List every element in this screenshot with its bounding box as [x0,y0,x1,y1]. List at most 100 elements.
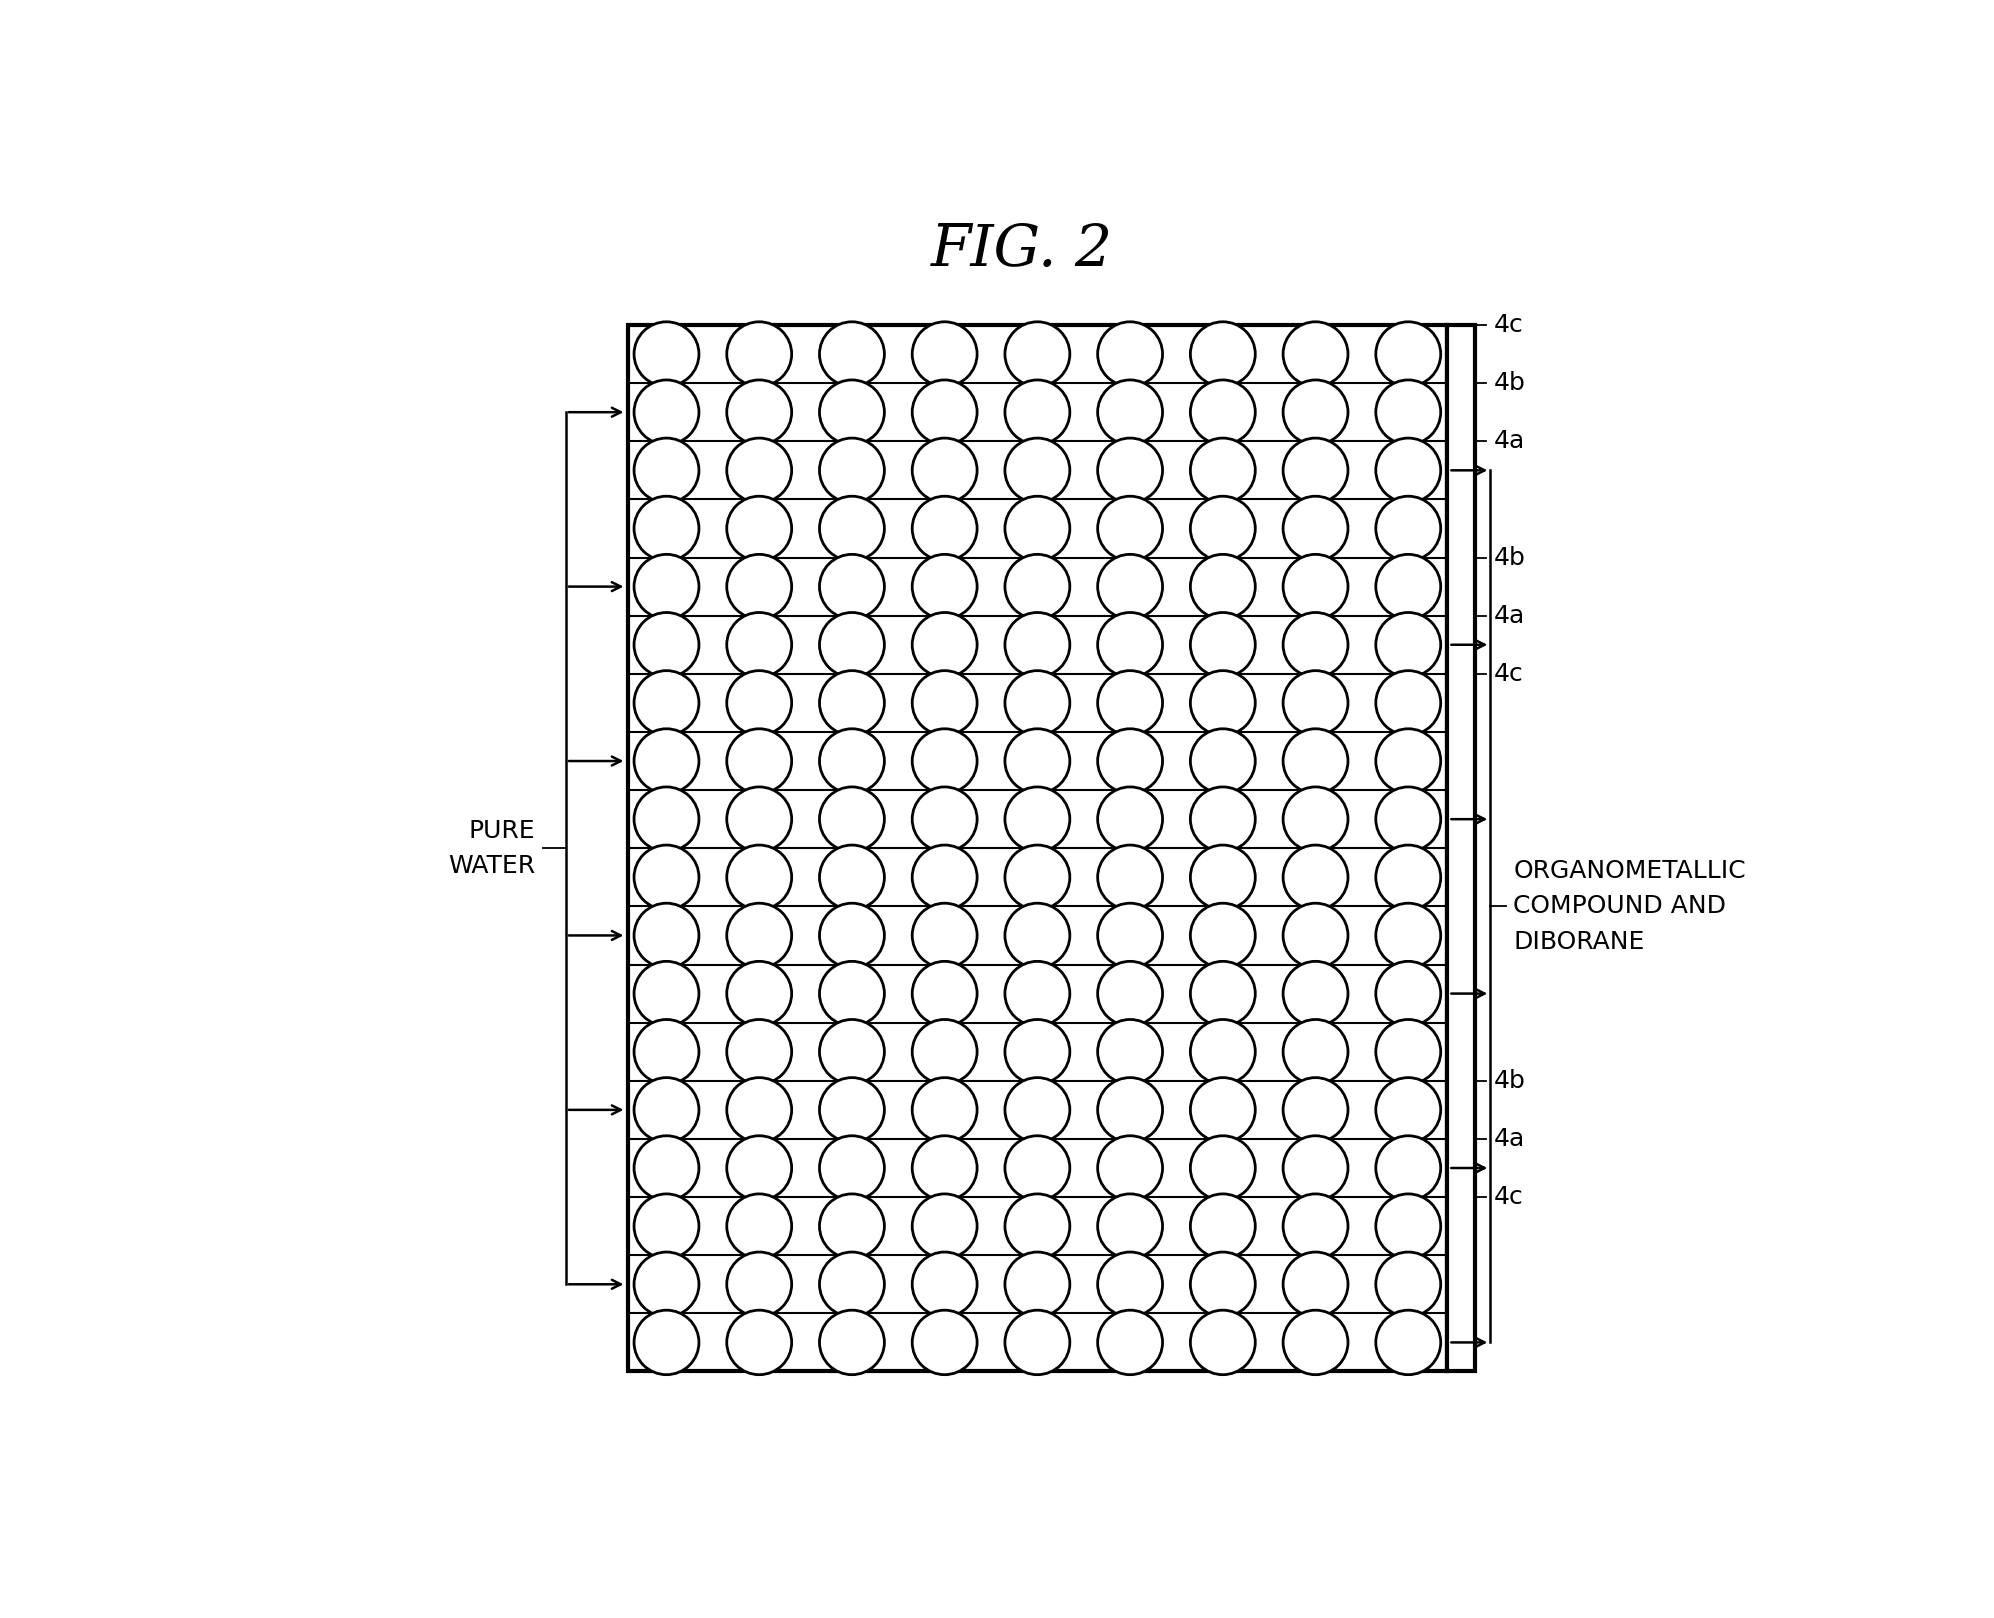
Ellipse shape [911,380,977,445]
Ellipse shape [820,728,885,793]
Ellipse shape [1282,1311,1348,1375]
Ellipse shape [726,1311,792,1375]
Ellipse shape [634,903,700,968]
Ellipse shape [911,961,977,1026]
Text: 4a: 4a [1494,1128,1525,1150]
Ellipse shape [1005,1194,1071,1259]
Ellipse shape [726,613,792,676]
Ellipse shape [634,961,700,1026]
Text: 4c: 4c [1494,312,1523,337]
Bar [628,325,1448,1372]
Ellipse shape [634,438,700,503]
Ellipse shape [1282,438,1348,503]
Ellipse shape [1282,1252,1348,1317]
Ellipse shape [911,670,977,735]
Ellipse shape [911,1194,977,1259]
Ellipse shape [911,1019,977,1084]
Ellipse shape [1282,322,1348,387]
Ellipse shape [1190,1136,1256,1201]
Ellipse shape [1097,786,1163,851]
Ellipse shape [1005,728,1071,793]
Ellipse shape [1376,670,1442,735]
Ellipse shape [911,845,977,909]
Ellipse shape [1097,555,1163,618]
Ellipse shape [820,613,885,676]
Ellipse shape [1376,613,1442,676]
Ellipse shape [1190,786,1256,851]
Ellipse shape [1005,438,1071,503]
Ellipse shape [911,1078,977,1142]
Ellipse shape [1190,1252,1256,1317]
Ellipse shape [1097,1136,1163,1201]
Ellipse shape [1005,903,1071,968]
Ellipse shape [1376,1194,1442,1259]
Ellipse shape [634,1019,700,1084]
Ellipse shape [1282,728,1348,793]
Ellipse shape [1376,1252,1442,1317]
Ellipse shape [1376,786,1442,851]
Ellipse shape [820,438,885,503]
Ellipse shape [1005,845,1071,909]
Ellipse shape [1005,961,1071,1026]
Ellipse shape [1376,728,1442,793]
Ellipse shape [1376,1311,1442,1375]
Ellipse shape [911,786,977,851]
Bar [1448,325,1476,1372]
Text: PURE
WATER: PURE WATER [449,819,534,879]
Ellipse shape [820,845,885,909]
Ellipse shape [911,613,977,676]
Ellipse shape [634,1311,700,1375]
Ellipse shape [1376,961,1442,1026]
Ellipse shape [1097,380,1163,445]
Ellipse shape [1282,380,1348,445]
Ellipse shape [726,845,792,909]
Ellipse shape [634,555,700,618]
Ellipse shape [1376,555,1442,618]
Ellipse shape [1190,497,1256,561]
Ellipse shape [820,670,885,735]
Ellipse shape [1005,1136,1071,1201]
Ellipse shape [1190,845,1256,909]
Ellipse shape [1005,555,1071,618]
Ellipse shape [1097,438,1163,503]
Text: 4b: 4b [1494,371,1525,395]
Text: 4b: 4b [1494,545,1525,570]
Ellipse shape [1282,555,1348,618]
Ellipse shape [1097,961,1163,1026]
Ellipse shape [1097,1194,1163,1259]
Ellipse shape [1005,380,1071,445]
Ellipse shape [1376,497,1442,561]
Ellipse shape [1282,1078,1348,1142]
Ellipse shape [1190,438,1256,503]
Text: FIG. 2: FIG. 2 [931,222,1113,278]
Ellipse shape [1376,903,1442,968]
Ellipse shape [1376,1019,1442,1084]
Ellipse shape [1282,1019,1348,1084]
Ellipse shape [1376,1078,1442,1142]
Text: 4a: 4a [1494,429,1525,453]
Ellipse shape [1282,613,1348,676]
Ellipse shape [911,1311,977,1375]
Ellipse shape [1190,613,1256,676]
Ellipse shape [911,728,977,793]
Ellipse shape [634,322,700,387]
Ellipse shape [726,961,792,1026]
Ellipse shape [726,786,792,851]
Ellipse shape [1005,1078,1071,1142]
Ellipse shape [634,1136,700,1201]
Ellipse shape [634,613,700,676]
Ellipse shape [1097,1019,1163,1084]
Ellipse shape [911,555,977,618]
Ellipse shape [634,1194,700,1259]
Ellipse shape [1005,613,1071,676]
Ellipse shape [1190,728,1256,793]
Ellipse shape [1005,786,1071,851]
Ellipse shape [634,845,700,909]
Ellipse shape [1097,1252,1163,1317]
Ellipse shape [1376,845,1442,909]
Text: 4c: 4c [1494,1184,1523,1209]
Ellipse shape [634,786,700,851]
Ellipse shape [820,1252,885,1317]
Ellipse shape [726,322,792,387]
Ellipse shape [1097,1311,1163,1375]
